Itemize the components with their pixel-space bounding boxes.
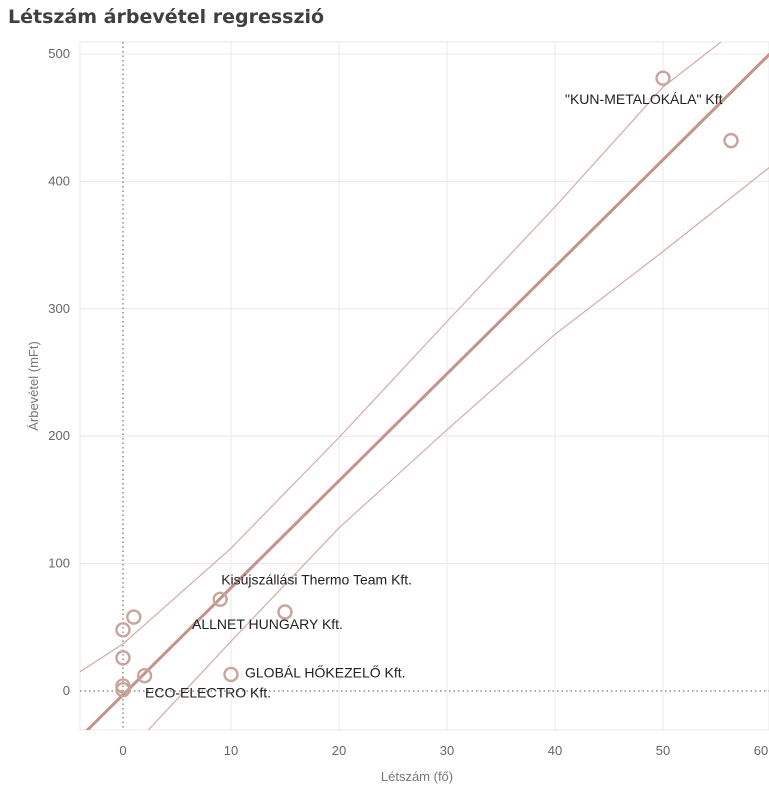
y-tick-label: 100 [48,556,70,571]
data-point[interactable] [126,609,142,625]
data-point[interactable] [115,622,131,638]
x-tick-label: 60 [754,743,768,758]
reference-lines [80,42,769,730]
y-axis-ticks: 0 100 200 300 400 500 [48,46,70,698]
x-tick-label: 40 [548,743,562,758]
x-tick-label: 30 [440,743,454,758]
data-point[interactable] [212,591,228,607]
data-point[interactable] [136,668,153,684]
data-point[interactable] [115,682,131,698]
data-point[interactable] [277,604,293,620]
x-tick-label: 10 [224,743,238,758]
data-point[interactable] [655,70,671,86]
point-label: Kisújszállási Thermo Team Kft. [221,571,412,587]
confidence-band-lower [147,166,769,730]
y-tick-label: 500 [48,46,70,61]
x-tick-label: 20 [332,743,346,758]
point-labels: "KUN-METALOKÁLA" Kft Kisújszállási Thermo… [145,91,723,701]
confidence-band-upper [80,42,722,673]
point-label: ALLNET HUNGARY Kft. [192,616,343,632]
y-axis-title: Árbevétel (mFt) [26,341,41,431]
y-tick-label: 300 [48,301,70,316]
data-points [115,70,739,698]
x-axis-ticks: 0 10 20 30 40 50 60 [119,743,768,758]
x-tick-label: 0 [119,743,126,758]
point-label: GLOBÁL HŐKEZELŐ Kft. [245,664,406,680]
y-tick-label: 0 [63,683,70,698]
confidence-band [80,42,769,730]
data-point[interactable] [115,650,131,666]
plot-frame [79,41,769,731]
x-axis-title: Létszám (fő) [381,769,453,784]
data-point[interactable] [223,666,239,683]
chart-title: Létszám árbevétel regresszió [8,6,325,28]
grid [79,41,769,731]
y-tick-label: 200 [48,428,70,443]
regression-line [85,52,769,730]
trend-line [85,52,769,730]
data-point[interactable] [723,132,739,149]
y-tick-label: 400 [48,173,70,188]
point-label: ECO-ELECTRO Kft. [145,685,271,701]
point-label: "KUN-METALOKÁLA" Kft [565,91,723,107]
x-tick-label: 50 [656,743,670,758]
